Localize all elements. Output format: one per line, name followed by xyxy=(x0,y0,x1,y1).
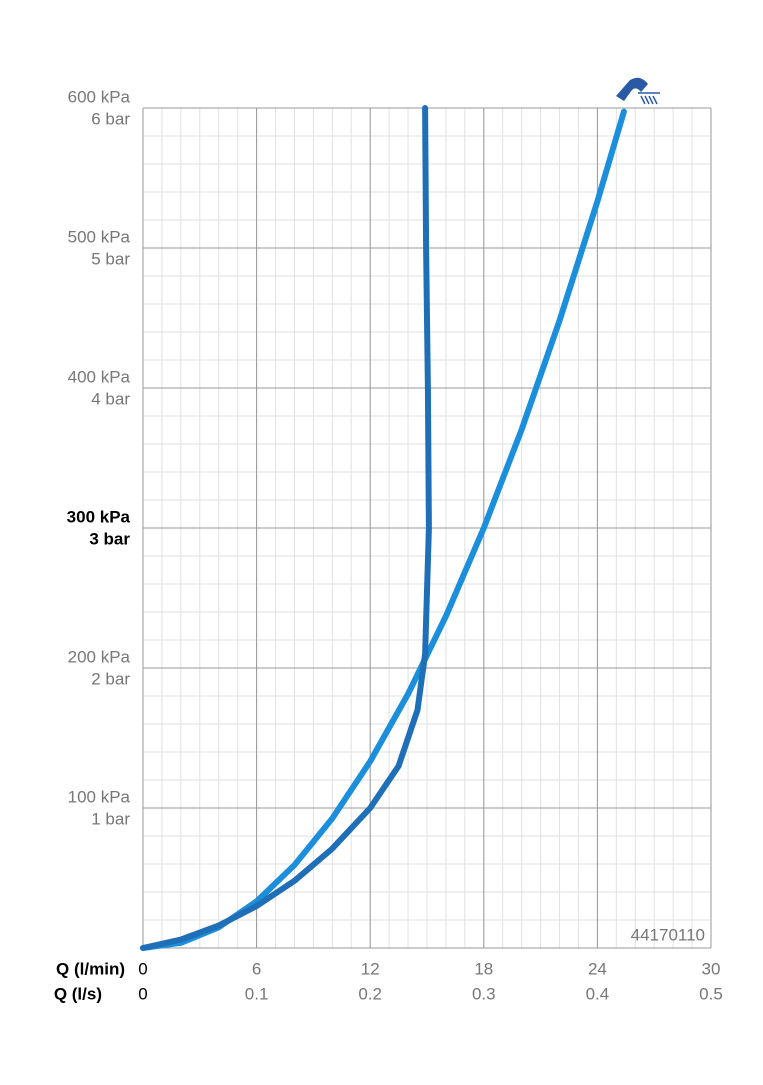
x-tick-label: 0 xyxy=(138,959,147,978)
annotation: 44170110 xyxy=(631,925,705,944)
x-tick-label: 6 xyxy=(252,959,261,978)
y2-tick-label: 1 bar xyxy=(91,809,130,828)
plot xyxy=(140,105,627,951)
x-tick-label: 18 xyxy=(474,959,493,978)
y2-tick-label: 2 bar xyxy=(91,669,130,688)
x2-tick-label: 0.1 xyxy=(245,984,269,1003)
y2-tick-label: 3 bar xyxy=(89,529,130,548)
y-tick-label: 300 kPa xyxy=(67,507,131,526)
x2-axis-label: Q (l/s) xyxy=(54,984,102,1003)
x-tick-label: 24 xyxy=(588,959,607,978)
x-axis-label: Q (l/min) xyxy=(56,959,125,978)
x2-tick-label: 0.4 xyxy=(586,984,610,1003)
curve xyxy=(140,105,432,951)
x-tick-label: 30 xyxy=(702,959,721,978)
y2-tick-label: 5 bar xyxy=(91,249,130,268)
y-tick-label: 400 kPa xyxy=(68,367,131,386)
x2-tick-label: 0.2 xyxy=(358,984,382,1003)
y-tick-label: 100 kPa xyxy=(68,787,131,806)
y-tick-label: 500 kPa xyxy=(68,227,131,246)
x-tick-label: 12 xyxy=(361,959,380,978)
x2-tick-label: 0.3 xyxy=(472,984,496,1003)
y2-tick-label: 6 bar xyxy=(91,109,130,128)
y-tick-label: 200 kPa xyxy=(68,647,131,666)
x2-tick-label: 0 xyxy=(138,984,147,1003)
y2-tick-label: 4 bar xyxy=(91,389,130,408)
shower-icon xyxy=(616,77,660,105)
y-tick-label: 600 kPa xyxy=(68,87,131,106)
x2-tick-label: 0.5 xyxy=(699,984,723,1003)
